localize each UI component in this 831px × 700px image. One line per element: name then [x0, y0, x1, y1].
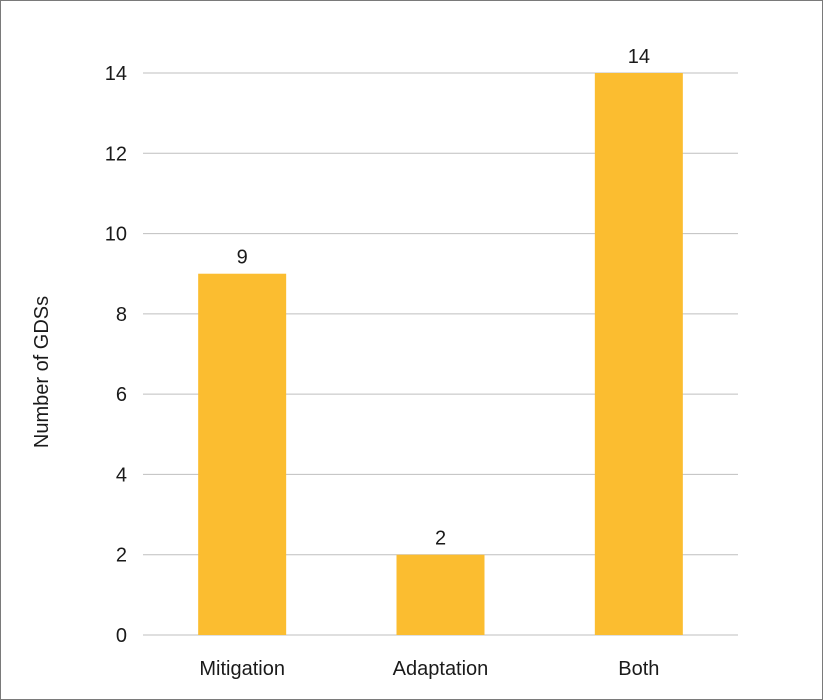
bars — [198, 73, 683, 635]
data-label-mitigation: 9 — [237, 247, 248, 269]
y-tick-label: 2 — [116, 545, 127, 567]
y-tick-label: 12 — [105, 143, 127, 165]
bar-both — [594, 73, 683, 635]
y-tick-label: 4 — [116, 464, 127, 486]
x-tick-label-both: Both — [618, 658, 659, 680]
y-tick-label: 14 — [105, 63, 127, 85]
y-axis-ticks: 0 2 4 6 8 10 12 14 — [105, 63, 127, 647]
x-axis-ticks: Mitigation Adaptation Both — [199, 658, 659, 680]
y-tick-label: 6 — [116, 384, 127, 406]
x-tick-label-adaptation: Adaptation — [393, 658, 489, 680]
bar-adaptation — [396, 554, 485, 635]
y-tick-label: 8 — [116, 304, 127, 326]
y-tick-label: 10 — [105, 224, 127, 246]
bar-mitigation — [198, 273, 287, 635]
y-tick-label: 0 — [116, 625, 127, 647]
data-label-both: 14 — [628, 46, 650, 68]
x-tick-label-mitigation: Mitigation — [199, 658, 285, 680]
y-axis-title: Number of GDSs — [31, 296, 53, 448]
data-label-adaptation: 2 — [435, 528, 446, 550]
data-labels: 9 2 14 — [237, 46, 650, 550]
